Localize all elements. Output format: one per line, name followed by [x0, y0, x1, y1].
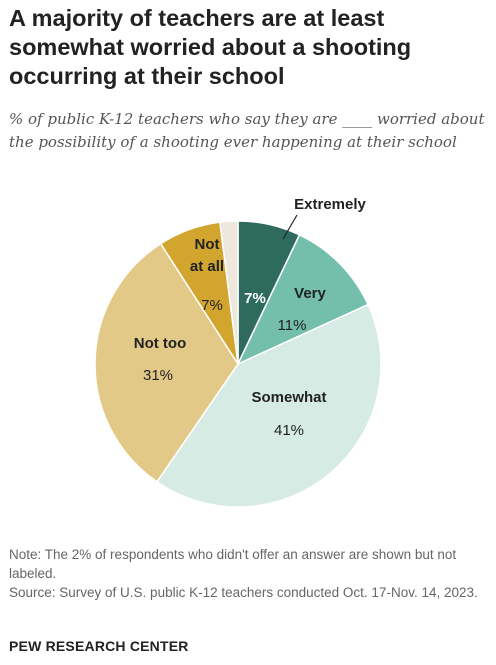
brand-logo-text: PEW RESEARCH CENTER — [9, 638, 189, 654]
slice-value-very: 11% — [278, 317, 307, 334]
pie-slice-very — [236, 233, 370, 366]
pie-slice-somewhat — [155, 303, 382, 508]
pie-slice-unlabeled — [219, 220, 239, 365]
slice-value-not-at-all: 7% — [201, 297, 223, 314]
slice-value-extremely: 7% — [244, 290, 266, 307]
chart-notes: Note: The 2% of respondents who didn't o… — [9, 545, 489, 602]
slice-label-extremely: Extremely — [294, 196, 366, 213]
slice-label-very: Very — [294, 285, 326, 302]
slice-label-not-at-all-line-2: at all — [190, 258, 224, 275]
chart-subtitle: % of public K-12 teachers who say they a… — [9, 110, 485, 151]
extremely-leader-line — [282, 214, 298, 240]
pie-chart: Extremely 7% Very 11% Somewhat 41% Not too 31% N… — [94, 196, 382, 508]
slice-label-not-at-all-line-1: Not — [195, 236, 220, 253]
slice-value-not-too: 31% — [143, 367, 173, 384]
chart-title: A majority of teachers are at least some… — [9, 5, 412, 89]
pie-slice-not-too — [94, 242, 239, 483]
slice-label-not-too: Not too — [134, 335, 186, 352]
source-text: Source: Survey of U.S. public K-12 teach… — [9, 585, 478, 600]
note-text: Note: The 2% of respondents who didn't o… — [9, 547, 457, 581]
slice-value-somewhat: 41% — [274, 422, 304, 439]
slice-label-somewhat: Somewhat — [251, 389, 326, 406]
